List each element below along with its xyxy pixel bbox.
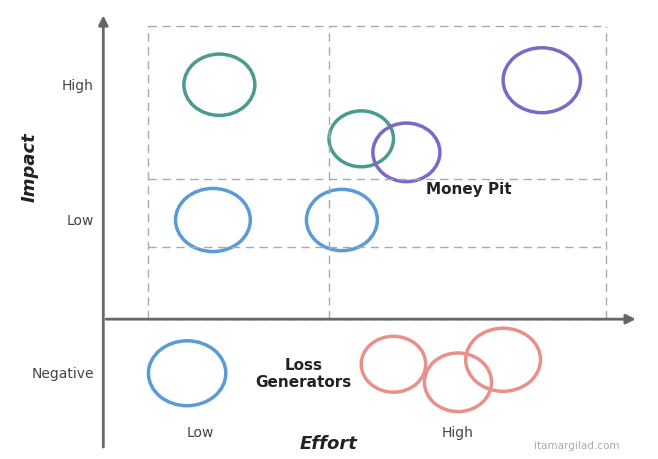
Text: Low: Low bbox=[66, 213, 93, 228]
Text: itamargilad.com: itamargilad.com bbox=[534, 440, 619, 450]
Text: Effort: Effort bbox=[300, 434, 358, 452]
Text: Money Pit: Money Pit bbox=[426, 181, 511, 196]
Text: High: High bbox=[442, 425, 474, 439]
Text: Loss
Generators: Loss Generators bbox=[255, 357, 351, 390]
Text: High: High bbox=[62, 78, 93, 93]
Text: Impact: Impact bbox=[20, 132, 38, 202]
Text: Low: Low bbox=[186, 425, 214, 439]
Text: Negative: Negative bbox=[31, 366, 93, 381]
